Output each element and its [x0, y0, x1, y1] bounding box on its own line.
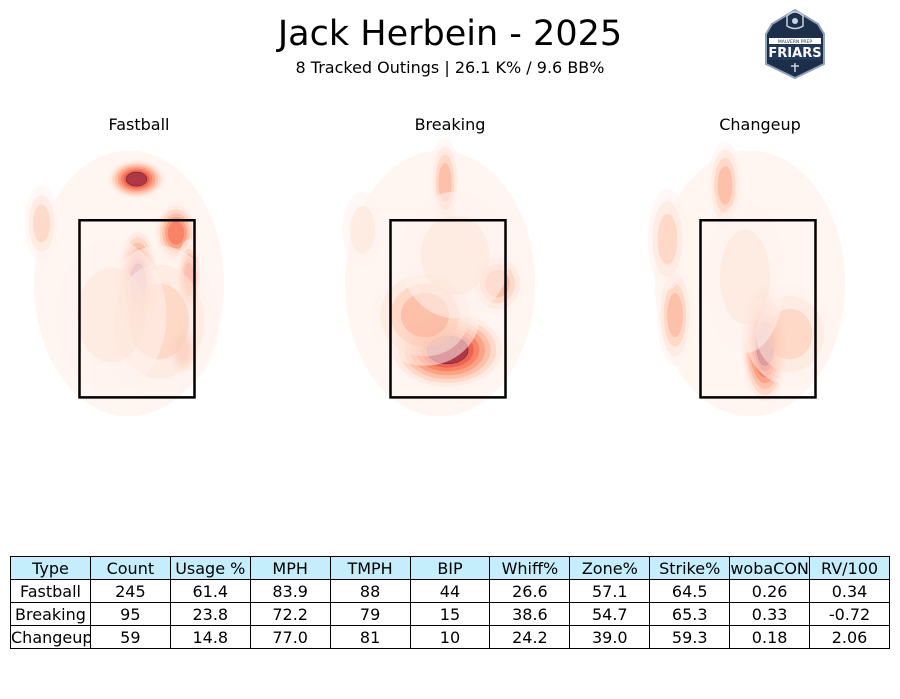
table-cell: Fastball [10, 579, 91, 603]
table-cell: 39.0 [569, 625, 651, 649]
strike-zone-box [78, 218, 196, 399]
table-cell: Changeup [10, 625, 91, 649]
heat-contour [720, 229, 770, 325]
table-cell: 81 [329, 625, 411, 649]
heat-hotspot [56, 239, 167, 392]
table-row: Fastball 245 61.4 83.9 88 44 26.6 57.1 64.5 0.26 0… [10, 579, 890, 603]
table-cell: 88 [329, 579, 411, 603]
table-cell: 0.34 [809, 579, 890, 603]
column-header: wobaCON [729, 556, 811, 580]
column-header: MPH [249, 556, 331, 580]
table-cell: 61.4 [169, 579, 251, 603]
panel-title-changeup: Changeup [719, 115, 801, 134]
logo-text: FRIARS [768, 46, 821, 61]
column-header: Strike% [649, 556, 731, 580]
table-cell: 72.2 [249, 602, 331, 626]
heat-contour [33, 204, 50, 243]
table-cell: 95 [89, 602, 171, 626]
friars-shield-logo-icon: MALVERN PREP FRIARS [765, 8, 825, 80]
table-cell: 26.6 [489, 579, 571, 603]
heat-hotspot [708, 141, 742, 230]
table-cell: -0.72 [809, 602, 890, 626]
chart-subtitle: 8 Tracked Outings | 26.1 K% / 9.6 BB% [295, 58, 605, 77]
table-cell: 77.0 [249, 625, 331, 649]
pitch-stats-table: Type Count Usage % MPH TMPH BIP Whiff% Zone% Str… [10, 556, 890, 649]
table-header-row: Type Count Usage % MPH TMPH BIP Whiff% Zone% Str… [10, 556, 890, 580]
changeup-heatmap [647, 141, 845, 417]
column-header: Count [89, 556, 171, 580]
column-header: Usage % [169, 556, 251, 580]
column-header: BIP [409, 556, 491, 580]
heat-hotspot [342, 191, 383, 268]
table-cell: 0.18 [729, 625, 811, 649]
logo-small-text: MALVERN PREP [778, 39, 813, 45]
heat-contour [767, 308, 813, 360]
chart-title: Jack Herbein - 2025 [277, 14, 623, 54]
heat-hotspot [705, 201, 785, 354]
table-cell: 10 [409, 625, 491, 649]
table-cell: 57.1 [569, 579, 651, 603]
table-cell: 0.33 [729, 602, 811, 626]
table-cell: 2.06 [809, 625, 890, 649]
panel-title-breaking: Breaking [414, 115, 486, 134]
strike-zone-box [699, 218, 817, 399]
table-cell: 38.6 [489, 602, 571, 626]
heat-contour [717, 166, 733, 205]
heat-contour [125, 171, 148, 187]
table-cell: Breaking [10, 602, 91, 626]
table-cell: 23.8 [169, 602, 251, 626]
table-cell: 83.9 [249, 579, 331, 603]
table-cell: 0.26 [729, 579, 811, 603]
table-cell: 24.2 [489, 625, 571, 649]
table-cell: 79 [329, 602, 411, 626]
table-cell: 14.8 [169, 625, 251, 649]
breaking-heatmap [342, 138, 535, 417]
column-header: Type [10, 556, 91, 580]
column-header: Whiff% [489, 556, 571, 580]
heat-contour [657, 213, 678, 265]
heat-hotspot [24, 185, 59, 262]
table-row: Breaking 95 23.8 72.2 79 15 38.6 54.7 65.3 0.33 -0… [10, 602, 890, 626]
table-cell: 64.5 [649, 579, 731, 603]
heat-contour [438, 162, 452, 202]
heat-contour [77, 267, 146, 363]
heat-contour [167, 221, 185, 245]
panel-title-fastball: Fastball [108, 115, 170, 134]
strike-zone-box [389, 218, 507, 399]
table-cell: 54.7 [569, 602, 651, 626]
table-cell: 245 [89, 579, 171, 603]
fastball-heatmap [24, 150, 224, 417]
column-header: Zone% [569, 556, 651, 580]
table-cell: 59 [89, 625, 171, 649]
heat-contour [350, 206, 375, 254]
table-cell: 59.3 [649, 625, 731, 649]
heat-hotspot [400, 191, 510, 319]
table-cell: 15 [409, 602, 491, 626]
table-cell: 44 [409, 579, 491, 603]
column-header: RV/100 [809, 556, 890, 580]
heat-hotspot [657, 264, 693, 366]
column-header: TMPH [329, 556, 411, 580]
table-cell: 65.3 [649, 602, 731, 626]
heat-hotspot [106, 158, 167, 200]
table-row: Changeup 59 14.8 77.0 81 10 24.2 39.0 59.3 0.18 2.… [10, 625, 890, 649]
heat-contour [420, 215, 490, 295]
heat-hotspot [647, 188, 688, 290]
heat-contour [667, 293, 683, 338]
